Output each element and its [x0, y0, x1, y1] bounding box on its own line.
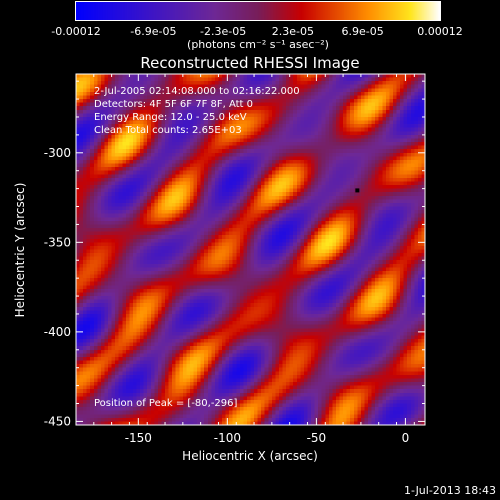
chart-title: Reconstructed RHESSI Image	[140, 54, 360, 72]
colorbar-tick-label: -0.00012	[51, 25, 101, 38]
footer-timestamp: 1-Jul-2013 18:43	[403, 484, 496, 497]
detectors-label: Detectors: 4F 5F 6F 7F 8F, Att 0	[94, 99, 254, 110]
peak-position-label: Position of Peak = [-80,-296]	[94, 398, 238, 409]
colorbar-unit: (photons cm⁻² s⁻¹ asec⁻²)	[187, 38, 329, 51]
y-tick-label: -300	[44, 146, 71, 160]
colorbar-tick-label: -2.3e-05	[200, 25, 247, 38]
clean-counts-label: Clean Total counts: 2.65E+03	[94, 125, 242, 136]
y-tick-label: -350	[44, 235, 71, 249]
colorbar	[75, 1, 441, 21]
x-axis-label: Heliocentric X (arcsec)	[182, 449, 318, 463]
time-range-label: 2-Jul-2005 02:14:08.000 to 02:16:22.000	[94, 86, 300, 97]
peak-marker	[355, 188, 360, 193]
x-tick-label: 0	[402, 431, 410, 445]
y-axis-label: Heliocentric Y (arcsec)	[13, 182, 27, 318]
x-tick-label: -100	[214, 431, 241, 445]
x-tick-label: -150	[125, 431, 152, 445]
y-tick-label: -400	[44, 325, 71, 339]
x-tick-label: -50	[307, 431, 327, 445]
plot-frame	[75, 73, 426, 426]
heatmap-image	[76, 74, 425, 425]
colorbar-tick-label: 6.9e-05	[341, 25, 384, 38]
energy-range-label: Energy Range: 12.0 - 25.0 keV	[94, 112, 247, 123]
colorbar-tick-label: 0.00012	[417, 25, 463, 38]
colorbar-tick-label: 2.3e-05	[271, 25, 314, 38]
y-tick-label: -450	[44, 414, 71, 428]
colorbar-tick-label: -6.9e-05	[130, 25, 177, 38]
